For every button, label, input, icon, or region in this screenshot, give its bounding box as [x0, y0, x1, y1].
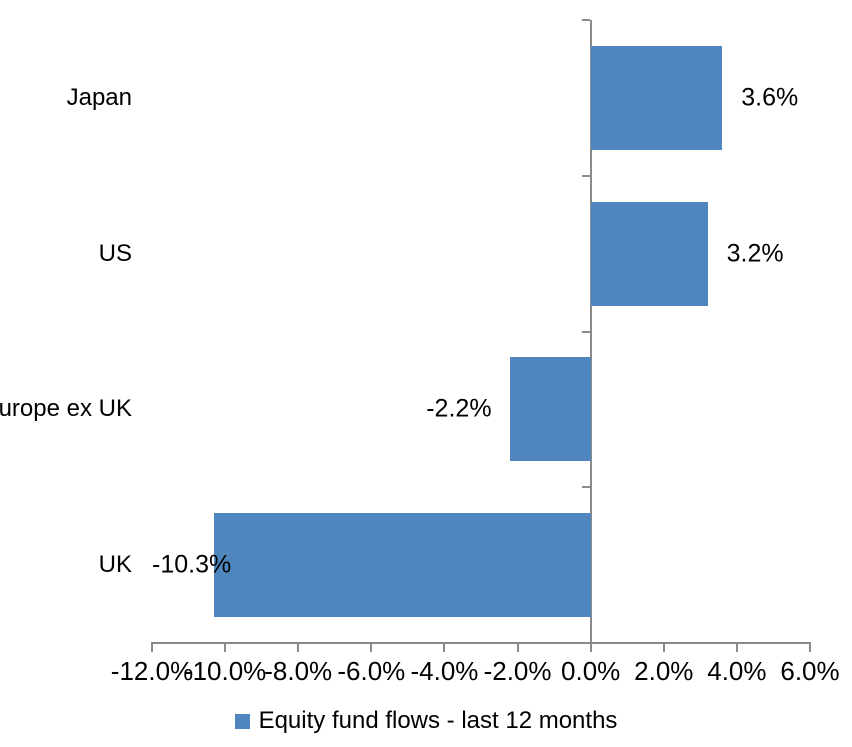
x-tick-label: 4.0% [707, 656, 767, 686]
x-axis-tick [443, 644, 446, 652]
x-axis-tick [589, 644, 592, 652]
x-axis-tick [297, 644, 300, 652]
chart-legend: Equity fund flows - last 12 months [0, 706, 852, 736]
y-axis-tick [581, 486, 590, 489]
y-axis-line [589, 20, 592, 643]
x-axis-tick [151, 644, 153, 652]
data-label-japan: 3.6% [741, 83, 799, 112]
data-label-us: 3.2% [726, 239, 784, 268]
bar-uk [214, 513, 591, 618]
x-tick-label: -10.0% [183, 656, 267, 686]
category-label-uk: UK [98, 551, 132, 579]
x-axis-tick [809, 644, 811, 652]
x-axis-tick [370, 644, 373, 652]
x-tick-label: 6.0% [780, 656, 840, 686]
y-axis-tick [581, 19, 590, 21]
bar-europe-ex-uk [510, 357, 591, 462]
legend-series-label: Equity fund flows - last 12 months [258, 707, 618, 734]
x-tick-label: -2.0% [483, 656, 552, 686]
x-tick-label: -4.0% [410, 656, 479, 686]
legend-color-swatch [234, 713, 250, 729]
x-tick-label: 0.0% [561, 656, 621, 686]
x-tick-label: -8.0% [264, 656, 333, 686]
x-tick-label: 2.0% [634, 656, 694, 686]
bar-us [590, 201, 708, 306]
x-axis-tick [662, 644, 665, 652]
x-tick-label: -6.0% [337, 656, 406, 686]
category-label-japan: Japan [66, 83, 132, 111]
bar-japan [590, 45, 723, 150]
x-axis-tick [735, 644, 738, 652]
x-axis-tick [516, 644, 519, 652]
x-axis-line [151, 642, 811, 644]
y-axis-tick [581, 174, 590, 177]
category-label-us: US [98, 239, 132, 267]
x-tick-label: -12.0% [110, 656, 194, 686]
category-label-europe-ex-uk: Europe ex UK [0, 395, 132, 423]
data-label-europe-ex-uk: -2.2% [426, 394, 492, 423]
y-axis-tick [581, 330, 590, 333]
x-axis-tick [224, 644, 227, 652]
data-label-uk: -10.3% [152, 550, 232, 579]
